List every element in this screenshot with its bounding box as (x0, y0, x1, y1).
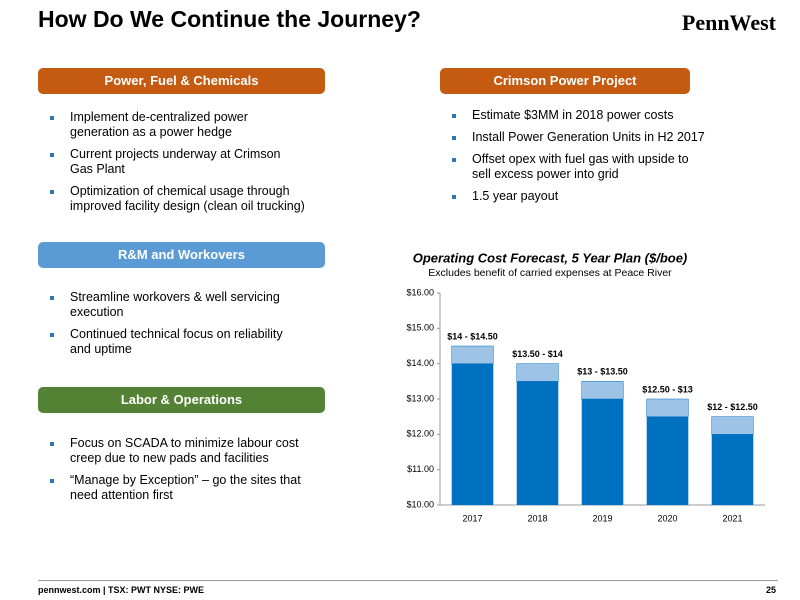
x-tick-label: 2021 (722, 513, 742, 523)
bullet: 1.5 year payout (448, 189, 708, 204)
x-tick-label: 2020 (657, 513, 677, 523)
bullet: Current projects underway at Crimson Gas… (46, 147, 306, 177)
bullet-list: Implement de-centralized power generatio… (46, 110, 306, 221)
section-heading: R&M and Workovers (38, 242, 325, 268)
x-tick-label: 2017 (462, 513, 482, 523)
bar-range (516, 363, 559, 382)
bar-base (516, 381, 559, 505)
y-tick-label: $14.00 (406, 358, 434, 368)
y-tick-label: $13.00 (406, 393, 434, 403)
bullet-list: Focus on SCADA to minimize labour cost c… (46, 436, 306, 510)
bullet: Continued technical focus on reliability… (46, 327, 306, 357)
y-tick-label: $10.00 (406, 499, 434, 509)
bullet: Optimization of chemical usage through i… (46, 184, 306, 214)
bullet: Streamline workovers & well servicing ex… (46, 290, 306, 320)
bullet-list: Estimate $3MM in 2018 power costs Install… (448, 108, 708, 211)
chart-title: Operating Cost Forecast, 5 Year Plan ($/… (413, 250, 688, 265)
bullet-list: Streamline workovers & well servicing ex… (46, 290, 306, 364)
bullet: “Manage by Exception” – go the sites tha… (46, 473, 306, 503)
y-tick-label: $16.00 (406, 287, 434, 297)
value-label: $13 - $13.50 (577, 367, 628, 377)
x-tick-label: 2019 (592, 513, 612, 523)
value-label: $13.50 - $14 (512, 349, 563, 359)
bar-range (451, 345, 494, 364)
chart: Operating Cost Forecast, 5 Year Plan ($/… (406, 250, 765, 523)
y-tick-label: $11.00 (407, 464, 434, 474)
value-label: $12 - $12.50 (707, 402, 758, 412)
y-tick-label: $12.00 (406, 429, 434, 439)
bar-range (711, 416, 754, 435)
bar-range (581, 381, 624, 400)
value-label: $14 - $14.50 (447, 331, 498, 341)
bar-base (581, 399, 624, 505)
x-tick-label: 2018 (527, 513, 547, 523)
bullet: Install Power Generation Units in H2 201… (448, 130, 708, 145)
section-heading: Labor & Operations (38, 387, 325, 413)
bullet: Estimate $3MM in 2018 power costs (448, 108, 708, 123)
bar-base (451, 363, 494, 505)
footer-rule (38, 580, 778, 581)
page-number: 25 (765, 585, 776, 595)
section-heading: Power, Fuel & Chemicals (38, 68, 325, 94)
logo: PennWest (681, 10, 776, 35)
chart-subtitle: Excludes benefit of carried expenses at … (428, 267, 672, 279)
y-tick-label: $15.00 (406, 323, 434, 333)
bullet: Offset opex with fuel gas with upside to… (448, 152, 708, 182)
value-label: $12.50 - $13 (642, 384, 693, 394)
bullet: Focus on SCADA to minimize labour cost c… (46, 436, 306, 466)
footer-source: pennwest.com | TSX: PWT NYSE: PWE (38, 585, 205, 595)
bullet: Implement de-centralized power generatio… (46, 110, 306, 140)
bar-base (646, 416, 689, 505)
bar-base (711, 434, 754, 505)
section-heading: Crimson Power Project (440, 68, 690, 94)
bar-range (646, 398, 689, 417)
slide-title: How Do We Continue the Journey? (38, 6, 421, 32)
